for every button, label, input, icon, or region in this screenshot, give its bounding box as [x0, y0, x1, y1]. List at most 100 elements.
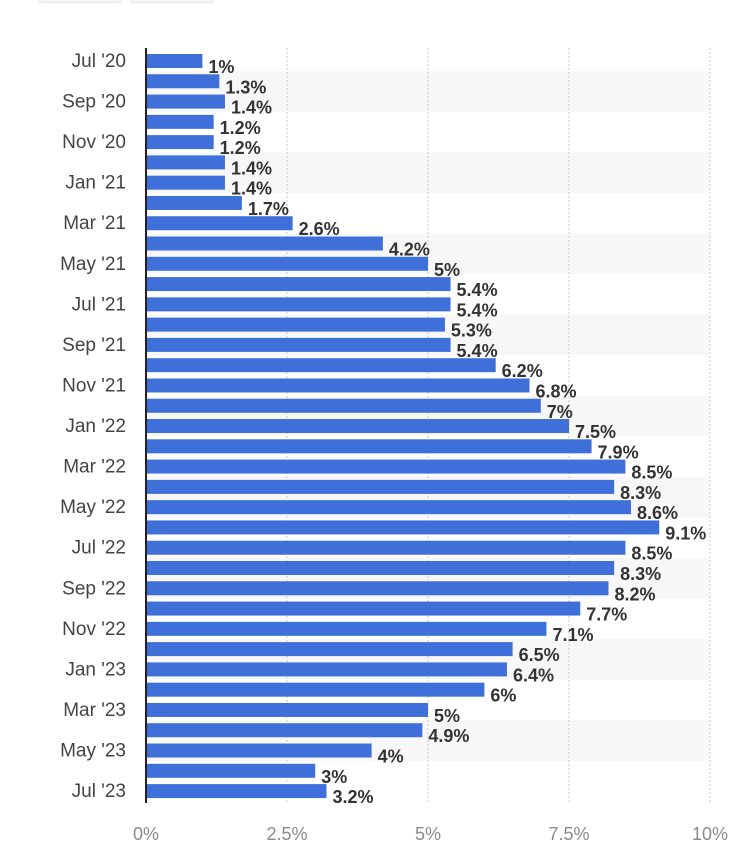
- bar[interactable]: [146, 317, 445, 332]
- y-tick-label: Jul '20: [72, 51, 126, 72]
- y-tick-label: Mar '22: [63, 457, 126, 478]
- bar-value-label: 6.4%: [513, 665, 554, 685]
- bar[interactable]: [146, 277, 451, 292]
- y-tick-label: Nov '20: [62, 132, 126, 153]
- bar[interactable]: [146, 743, 372, 758]
- bar[interactable]: [146, 601, 581, 616]
- bar-value-label: 8.3%: [620, 483, 661, 503]
- bar[interactable]: [146, 702, 428, 717]
- bar-value-label: 7%: [547, 402, 573, 422]
- bar[interactable]: [146, 114, 214, 129]
- bar[interactable]: [146, 723, 423, 738]
- x-tick-label: 10%: [692, 824, 728, 843]
- y-tick-label: Jan '23: [65, 659, 126, 680]
- y-tick-label: Jan '21: [65, 173, 126, 194]
- bar[interactable]: [146, 540, 626, 555]
- bar-value-label: 8.2%: [614, 584, 655, 604]
- bar-value-label: 1.2%: [220, 118, 261, 138]
- bar-value-label: 5%: [434, 260, 460, 280]
- y-tick-label: Nov '22: [62, 619, 126, 640]
- y-tick-label: Sep '20: [62, 92, 126, 113]
- x-tick-label: 7.5%: [548, 824, 589, 843]
- bar[interactable]: [146, 682, 485, 697]
- y-axis-tick-labels: Jul '20 Sep '20 Nov '20 Jan '21 Mar '21 May '…: [60, 51, 126, 802]
- bar[interactable]: [146, 256, 428, 271]
- bar-value-label: 8.3%: [620, 564, 661, 584]
- y-tick-label: May '22: [60, 497, 126, 518]
- bar-value-label: 7.7%: [586, 605, 627, 625]
- bar-value-label: 7.9%: [598, 442, 639, 462]
- bar-value-label: 9.1%: [665, 523, 706, 543]
- bar-value-label: 6.2%: [502, 361, 543, 381]
- y-tick-label: Sep '22: [62, 578, 126, 599]
- bar-value-label: 4.2%: [389, 240, 430, 260]
- bar-value-label: 1.3%: [225, 77, 266, 97]
- x-tick-label: 2.5%: [266, 824, 307, 843]
- bar[interactable]: [146, 398, 541, 413]
- bar-value-label: 5.3%: [451, 321, 492, 341]
- bar[interactable]: [146, 175, 225, 190]
- y-tick-label: May '23: [60, 741, 126, 762]
- bar[interactable]: [146, 479, 615, 494]
- y-tick-label: Nov '21: [62, 375, 126, 396]
- bar[interactable]: [146, 236, 383, 251]
- bar-value-label: 4.9%: [428, 726, 469, 746]
- bar[interactable]: [146, 155, 225, 170]
- bar[interactable]: [146, 581, 609, 596]
- bar[interactable]: [146, 297, 451, 312]
- bar-value-label: 7.1%: [552, 625, 593, 645]
- bar-value-label: 1.4%: [231, 98, 272, 118]
- bar[interactable]: [146, 94, 225, 109]
- bar[interactable]: [146, 337, 451, 352]
- bar[interactable]: [146, 621, 547, 636]
- bar[interactable]: [146, 642, 513, 657]
- top-tab-right[interactable]: [130, 0, 214, 2]
- bar[interactable]: [146, 419, 569, 434]
- bar-value-label: 1.2%: [220, 138, 261, 158]
- bar-value-label: 1.7%: [248, 199, 289, 219]
- bar-value-label: 3%: [321, 767, 347, 787]
- bar-value-label: 8.6%: [637, 503, 678, 523]
- bar-value-label: 6.8%: [536, 381, 577, 401]
- bar[interactable]: [146, 520, 660, 535]
- bar-value-label: 5.4%: [457, 280, 498, 300]
- bar-value-label: 1%: [208, 57, 234, 77]
- bar[interactable]: [146, 459, 626, 474]
- bar-value-label: 8.5%: [631, 544, 672, 564]
- bar[interactable]: [146, 54, 203, 68]
- bar[interactable]: [146, 561, 615, 575]
- x-tick-label: 5%: [415, 824, 441, 843]
- bar[interactable]: [146, 500, 632, 515]
- bar-value-label: 1.4%: [231, 179, 272, 199]
- bar[interactable]: [146, 195, 242, 210]
- bar-value-label: 4%: [378, 747, 404, 767]
- bar[interactable]: [146, 763, 316, 778]
- y-tick-label: May '21: [60, 254, 126, 275]
- bar[interactable]: [146, 784, 327, 799]
- bar-value-label: 6.5%: [519, 645, 560, 665]
- bar-value-label: 5.4%: [457, 300, 498, 320]
- bar-value-label: 5%: [434, 706, 460, 726]
- top-tab-left[interactable]: [38, 0, 122, 2]
- bar[interactable]: [146, 662, 507, 677]
- y-tick-label: Jul '21: [72, 294, 126, 315]
- bar[interactable]: [146, 378, 530, 393]
- bar-value-label: 2.6%: [299, 219, 340, 239]
- y-tick-label: Jul '23: [72, 781, 126, 802]
- bar[interactable]: [146, 74, 220, 89]
- bar[interactable]: [146, 216, 293, 231]
- x-tick-label: 0%: [133, 824, 159, 843]
- bar-value-label: 5.4%: [457, 341, 498, 361]
- bar-value-label: 6%: [490, 686, 516, 706]
- y-tick-label: Mar '23: [63, 700, 126, 721]
- bar[interactable]: [146, 135, 214, 150]
- bar-value-label: 8.5%: [631, 463, 672, 483]
- bar[interactable]: [146, 439, 592, 454]
- y-tick-label: Sep '21: [62, 335, 126, 356]
- bar[interactable]: [146, 358, 496, 373]
- x-axis-tick-labels: 0% 2.5% 5% 7.5% 10%: [133, 824, 728, 843]
- y-tick-label: Jul '22: [72, 538, 126, 559]
- bar-value-label: 3.2%: [332, 787, 373, 807]
- bar-series: 1%1.3%1.4%1.2%1.2%1.4%1.4%1.7%2.6%4.2%5%…: [146, 54, 706, 807]
